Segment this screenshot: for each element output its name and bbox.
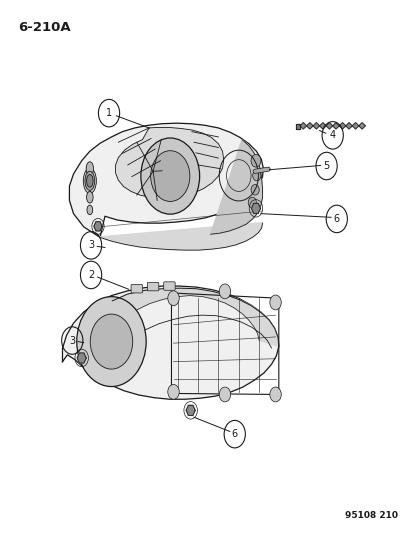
Ellipse shape xyxy=(86,174,93,187)
Circle shape xyxy=(250,155,260,167)
Polygon shape xyxy=(295,124,299,129)
Polygon shape xyxy=(358,123,364,129)
Circle shape xyxy=(250,184,259,195)
Polygon shape xyxy=(332,123,338,129)
Circle shape xyxy=(167,291,179,305)
Polygon shape xyxy=(112,288,278,346)
Ellipse shape xyxy=(86,191,93,203)
Text: 6-210A: 6-210A xyxy=(18,21,71,34)
Text: 95108 210: 95108 210 xyxy=(344,511,397,520)
FancyBboxPatch shape xyxy=(147,282,159,291)
Circle shape xyxy=(219,284,230,299)
Polygon shape xyxy=(94,222,102,231)
Ellipse shape xyxy=(85,171,95,190)
Circle shape xyxy=(150,151,190,201)
Text: 1: 1 xyxy=(106,108,112,118)
Polygon shape xyxy=(77,353,86,363)
Polygon shape xyxy=(69,123,263,237)
Ellipse shape xyxy=(86,176,93,190)
Text: 5: 5 xyxy=(323,161,329,171)
Polygon shape xyxy=(351,123,358,129)
Polygon shape xyxy=(325,123,332,129)
Circle shape xyxy=(90,314,133,369)
Polygon shape xyxy=(62,286,278,399)
Ellipse shape xyxy=(87,205,93,215)
Polygon shape xyxy=(100,223,262,250)
Text: 6: 6 xyxy=(333,214,339,224)
Text: 4: 4 xyxy=(329,131,335,140)
Text: 6: 6 xyxy=(231,429,237,439)
Circle shape xyxy=(248,197,256,208)
Circle shape xyxy=(269,387,280,402)
Polygon shape xyxy=(306,123,312,129)
Circle shape xyxy=(219,387,230,402)
Circle shape xyxy=(252,170,260,181)
Polygon shape xyxy=(338,123,345,129)
Polygon shape xyxy=(319,123,325,129)
Polygon shape xyxy=(210,140,262,234)
Polygon shape xyxy=(299,123,306,129)
Text: 3: 3 xyxy=(88,240,94,251)
Circle shape xyxy=(269,295,280,310)
Text: 3: 3 xyxy=(69,336,75,345)
Circle shape xyxy=(76,297,146,386)
Ellipse shape xyxy=(83,168,96,193)
Polygon shape xyxy=(251,203,260,213)
FancyBboxPatch shape xyxy=(163,282,175,290)
Circle shape xyxy=(167,384,179,399)
Text: 2: 2 xyxy=(88,270,94,280)
Circle shape xyxy=(140,138,199,214)
Polygon shape xyxy=(115,127,223,198)
Ellipse shape xyxy=(86,162,93,175)
Polygon shape xyxy=(345,123,351,129)
Polygon shape xyxy=(312,123,319,129)
Polygon shape xyxy=(186,405,195,415)
FancyBboxPatch shape xyxy=(131,285,142,293)
